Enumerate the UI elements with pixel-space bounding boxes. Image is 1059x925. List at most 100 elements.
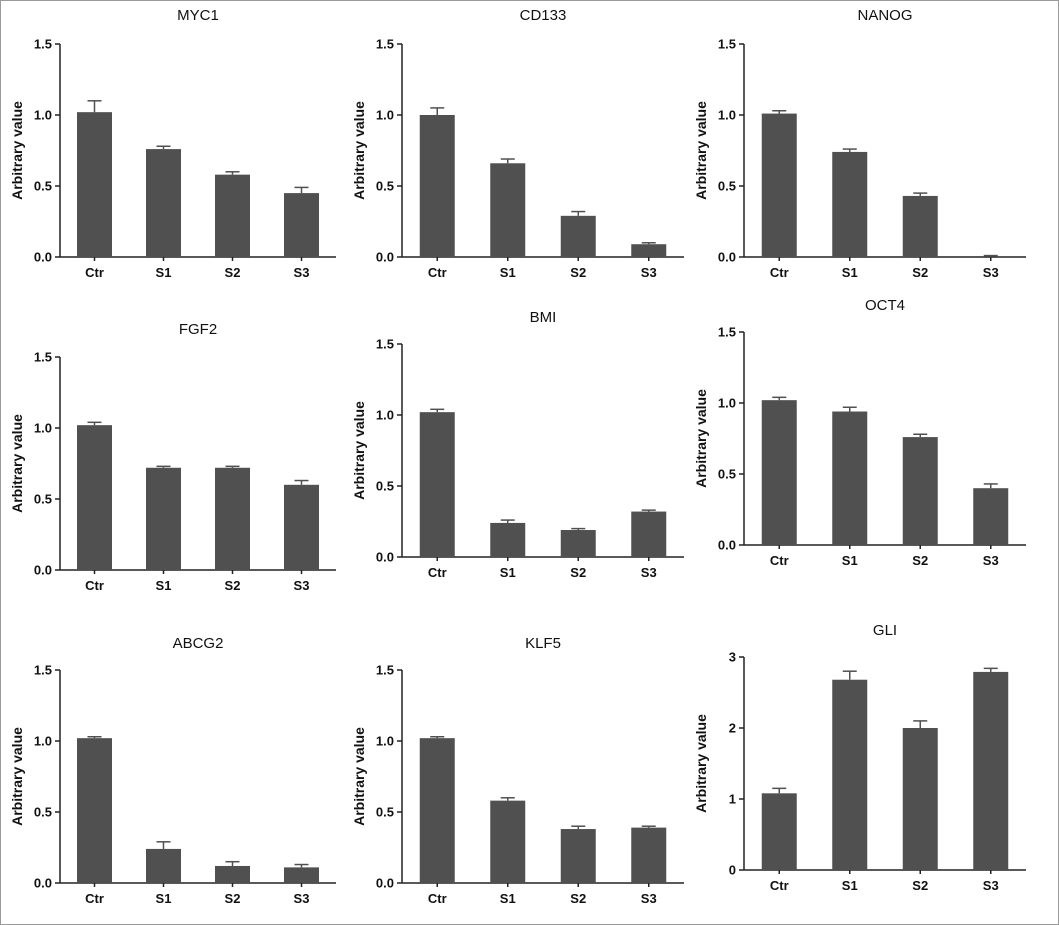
bar-ctr bbox=[761, 793, 797, 870]
x-tick-label: Ctr bbox=[770, 878, 789, 893]
bar-s3 bbox=[631, 244, 667, 257]
y-tick-label: 0 bbox=[729, 863, 736, 878]
bar-s2 bbox=[560, 215, 596, 257]
y-tick-label: 1.0 bbox=[718, 108, 736, 123]
x-tick-label: S1 bbox=[156, 578, 172, 593]
x-tick-label: S2 bbox=[225, 891, 241, 906]
bar-s1 bbox=[832, 679, 868, 870]
y-tick-label: 3 bbox=[729, 650, 736, 665]
bar-ctr bbox=[419, 412, 455, 557]
x-tick-label: S3 bbox=[294, 578, 310, 593]
x-tick-label: S1 bbox=[500, 265, 516, 280]
bar-ctr bbox=[761, 400, 797, 545]
y-tick-label: 0.5 bbox=[718, 467, 736, 482]
x-tick-label: S1 bbox=[156, 265, 172, 280]
bar-s3 bbox=[284, 193, 319, 257]
chart-title: KLF5 bbox=[525, 635, 561, 652]
y-tick-label: 1.0 bbox=[34, 108, 52, 123]
bar-s1 bbox=[832, 411, 868, 545]
y-tick-label: 1.5 bbox=[34, 663, 52, 678]
y-tick-label: 0.0 bbox=[376, 250, 394, 265]
x-tick-label: S2 bbox=[912, 553, 928, 568]
y-tick-label: 0.5 bbox=[34, 179, 52, 194]
bar-s2 bbox=[215, 174, 250, 257]
y-tick-label: 1.0 bbox=[376, 108, 394, 123]
y-axis-label: Arbitrary value bbox=[9, 727, 25, 826]
chart-title: BMI bbox=[530, 309, 557, 326]
y-tick-label: 0.5 bbox=[718, 179, 736, 194]
bar-s3 bbox=[284, 867, 319, 883]
y-tick-label: 1.5 bbox=[376, 337, 394, 352]
x-tick-label: S1 bbox=[842, 265, 858, 280]
x-tick-label: S3 bbox=[641, 891, 657, 906]
y-tick-label: 0.0 bbox=[376, 876, 394, 891]
bar-s3 bbox=[284, 484, 319, 570]
bar-s2 bbox=[215, 865, 250, 883]
x-tick-label: Ctr bbox=[428, 565, 447, 580]
bar-s1 bbox=[146, 467, 181, 570]
y-axis-label: Arbitrary value bbox=[351, 401, 367, 500]
x-tick-label: S2 bbox=[225, 578, 241, 593]
y-tick-label: 1.0 bbox=[34, 734, 52, 749]
x-tick-label: Ctr bbox=[770, 553, 789, 568]
x-tick-label: Ctr bbox=[85, 265, 104, 280]
bar-s2 bbox=[902, 195, 938, 257]
y-axis-label: Arbitrary value bbox=[693, 101, 709, 200]
x-tick-label: S3 bbox=[983, 878, 999, 893]
y-tick-label: 1.0 bbox=[376, 734, 394, 749]
x-tick-label: S1 bbox=[500, 565, 516, 580]
bar-ctr bbox=[77, 112, 112, 257]
y-tick-label: 1.5 bbox=[376, 37, 394, 52]
x-tick-label: S3 bbox=[641, 565, 657, 580]
x-tick-label: S3 bbox=[294, 891, 310, 906]
chart-title: NANOG bbox=[857, 7, 912, 24]
bar-s1 bbox=[490, 163, 526, 257]
y-tick-label: 1.0 bbox=[376, 408, 394, 423]
x-tick-label: S2 bbox=[570, 565, 586, 580]
x-tick-label: S3 bbox=[641, 265, 657, 280]
x-tick-label: S2 bbox=[225, 265, 241, 280]
y-tick-label: 1.5 bbox=[376, 663, 394, 678]
y-axis-label: Arbitrary value bbox=[9, 414, 25, 513]
x-tick-label: Ctr bbox=[770, 265, 789, 280]
x-tick-label: S2 bbox=[570, 265, 586, 280]
y-tick-label: 1.0 bbox=[718, 396, 736, 411]
x-tick-label: Ctr bbox=[428, 265, 447, 280]
x-tick-label: S2 bbox=[912, 878, 928, 893]
bar-s2 bbox=[902, 728, 938, 870]
bar-ctr bbox=[419, 738, 455, 883]
bar-s1 bbox=[490, 800, 526, 883]
x-tick-label: S3 bbox=[294, 265, 310, 280]
x-tick-label: S1 bbox=[842, 878, 858, 893]
x-tick-label: Ctr bbox=[85, 578, 104, 593]
bar-s1 bbox=[490, 522, 526, 557]
bar-s2 bbox=[215, 467, 250, 570]
y-tick-label: 1.5 bbox=[34, 350, 52, 365]
bar-s3 bbox=[973, 671, 1009, 870]
y-axis-label: Arbitrary value bbox=[9, 101, 25, 200]
bar-s3 bbox=[631, 827, 667, 883]
bar-ctr bbox=[77, 425, 112, 570]
y-axis-label: Arbitrary value bbox=[693, 714, 709, 813]
bar-s3 bbox=[973, 488, 1009, 545]
bar-ctr bbox=[77, 738, 112, 883]
x-tick-label: Ctr bbox=[428, 891, 447, 906]
y-axis-label: Arbitrary value bbox=[693, 389, 709, 488]
y-axis-label: Arbitrary value bbox=[351, 727, 367, 826]
y-tick-label: 0.0 bbox=[376, 550, 394, 565]
x-tick-label: S1 bbox=[156, 891, 172, 906]
chart-title: ABCG2 bbox=[173, 635, 224, 652]
x-tick-label: S2 bbox=[912, 265, 928, 280]
chart-title: MYC1 bbox=[177, 7, 219, 24]
chart-title: GLI bbox=[873, 622, 897, 639]
x-tick-label: S1 bbox=[842, 553, 858, 568]
y-tick-label: 0.0 bbox=[718, 250, 736, 265]
